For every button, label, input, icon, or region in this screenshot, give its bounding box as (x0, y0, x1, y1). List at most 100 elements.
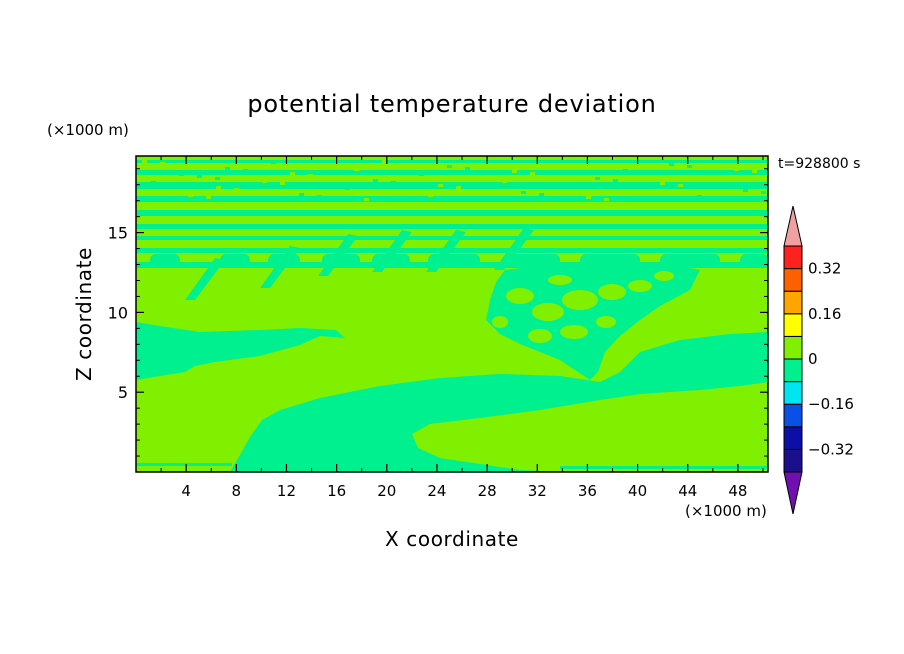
field-texture (549, 183, 554, 186)
field-texture (308, 174, 313, 177)
field-texture (521, 191, 526, 194)
field-region-cold-wedge (230, 332, 768, 472)
plot-frame (135, 155, 769, 473)
field-texture (456, 186, 461, 189)
field-texture (354, 168, 359, 171)
field-band (136, 160, 768, 163)
field-surface-strip (136, 463, 232, 466)
field-background (136, 156, 768, 472)
x-tick-label: 44 (678, 482, 697, 500)
field-wave-blob (598, 284, 626, 300)
field-band-segment (660, 254, 720, 268)
x-tick-label: 36 (578, 482, 597, 500)
field-band (136, 210, 768, 216)
field-texture (447, 165, 452, 168)
field-texture (197, 175, 202, 178)
field-band-segment (740, 254, 768, 268)
field-texture (262, 180, 267, 183)
field-band-segment (150, 254, 180, 268)
field-texture (586, 196, 591, 199)
field-texture (160, 162, 165, 165)
colorbar: 0.32 0.16 0 −0.16 −0.32 (783, 205, 854, 515)
field-texture (660, 182, 665, 185)
colorbar-segment (783, 426, 803, 450)
field-texture (336, 166, 341, 169)
field-texture (604, 198, 609, 201)
colorbar-segment (783, 358, 803, 383)
y-axis-ticks: 5 10 15 (108, 168, 768, 457)
field-texture (327, 185, 332, 188)
field-texture (761, 191, 766, 194)
colorbar-segment (783, 381, 803, 405)
x-tick-label: 16 (327, 482, 346, 500)
field-wave-ridge (372, 230, 412, 272)
field-texture (641, 171, 646, 174)
field-texture (151, 181, 156, 184)
field-texture (558, 164, 563, 167)
x-tick-label: 28 (478, 482, 497, 500)
colorbar-segment (783, 313, 803, 337)
field-texture (576, 166, 581, 169)
colorbar-over-triangle (783, 205, 803, 247)
field-texture (290, 172, 295, 175)
x-tick-label: 20 (377, 482, 396, 500)
field-wave-ridge (494, 228, 534, 270)
field-wave-ridge (260, 246, 300, 288)
y-axis-units: (×1000 m) (47, 121, 129, 139)
field-wave-blob (532, 303, 564, 321)
field-texture (752, 170, 757, 173)
field-texture (216, 186, 221, 189)
colorbar-segment (783, 268, 803, 292)
colorbar-tick-label: 0.32 (808, 260, 841, 278)
field-texture (373, 179, 378, 182)
field-texture (484, 178, 489, 181)
x-tick-label: 12 (277, 482, 296, 500)
field-surface-strip (560, 466, 768, 469)
field-texture (419, 173, 424, 176)
field-texture (632, 190, 637, 193)
field-texture (724, 178, 729, 181)
field-texture (595, 177, 600, 180)
field-texture (428, 194, 433, 197)
colorbar-segment (783, 448, 803, 473)
x-tick-label: 4 (181, 482, 191, 500)
time-label: t=928800 s (778, 156, 860, 172)
field-texture (715, 197, 720, 200)
field-texture (317, 195, 322, 198)
colorbar-tick-label: −0.32 (808, 440, 854, 458)
field-texture (697, 195, 702, 198)
y-tick-label: 15 (108, 224, 128, 243)
field-wave-blob (560, 325, 588, 339)
field-wave-blob (596, 316, 616, 328)
field-band-segment (580, 254, 640, 268)
field-texture (567, 185, 572, 188)
field-texture (234, 188, 239, 191)
field-band (136, 170, 768, 175)
field-region-cold-tongue (136, 322, 345, 380)
colorbar-tick-label: 0.16 (808, 305, 841, 323)
field-texture (169, 183, 174, 186)
field-texture (502, 180, 507, 183)
colorbar-segment (783, 403, 803, 428)
field-texture (475, 197, 480, 200)
field-band (136, 182, 768, 189)
field-texture (280, 182, 285, 185)
field-texture (743, 189, 748, 192)
field-texture (623, 169, 628, 172)
field-texture (142, 160, 147, 163)
field-texture (465, 167, 470, 170)
field-texture (271, 161, 276, 164)
field-texture (215, 177, 220, 180)
field-wave-blob (628, 280, 652, 292)
field-texture (382, 160, 387, 163)
field-texture (613, 179, 618, 182)
field-texture (530, 172, 535, 175)
field-texture (179, 173, 184, 176)
field-texture (650, 192, 655, 195)
y-tick-label: 10 (108, 303, 128, 322)
x-tick-label: 40 (628, 482, 647, 500)
field-texture (678, 184, 683, 187)
field-texture (410, 192, 415, 195)
field-texture (438, 184, 443, 187)
